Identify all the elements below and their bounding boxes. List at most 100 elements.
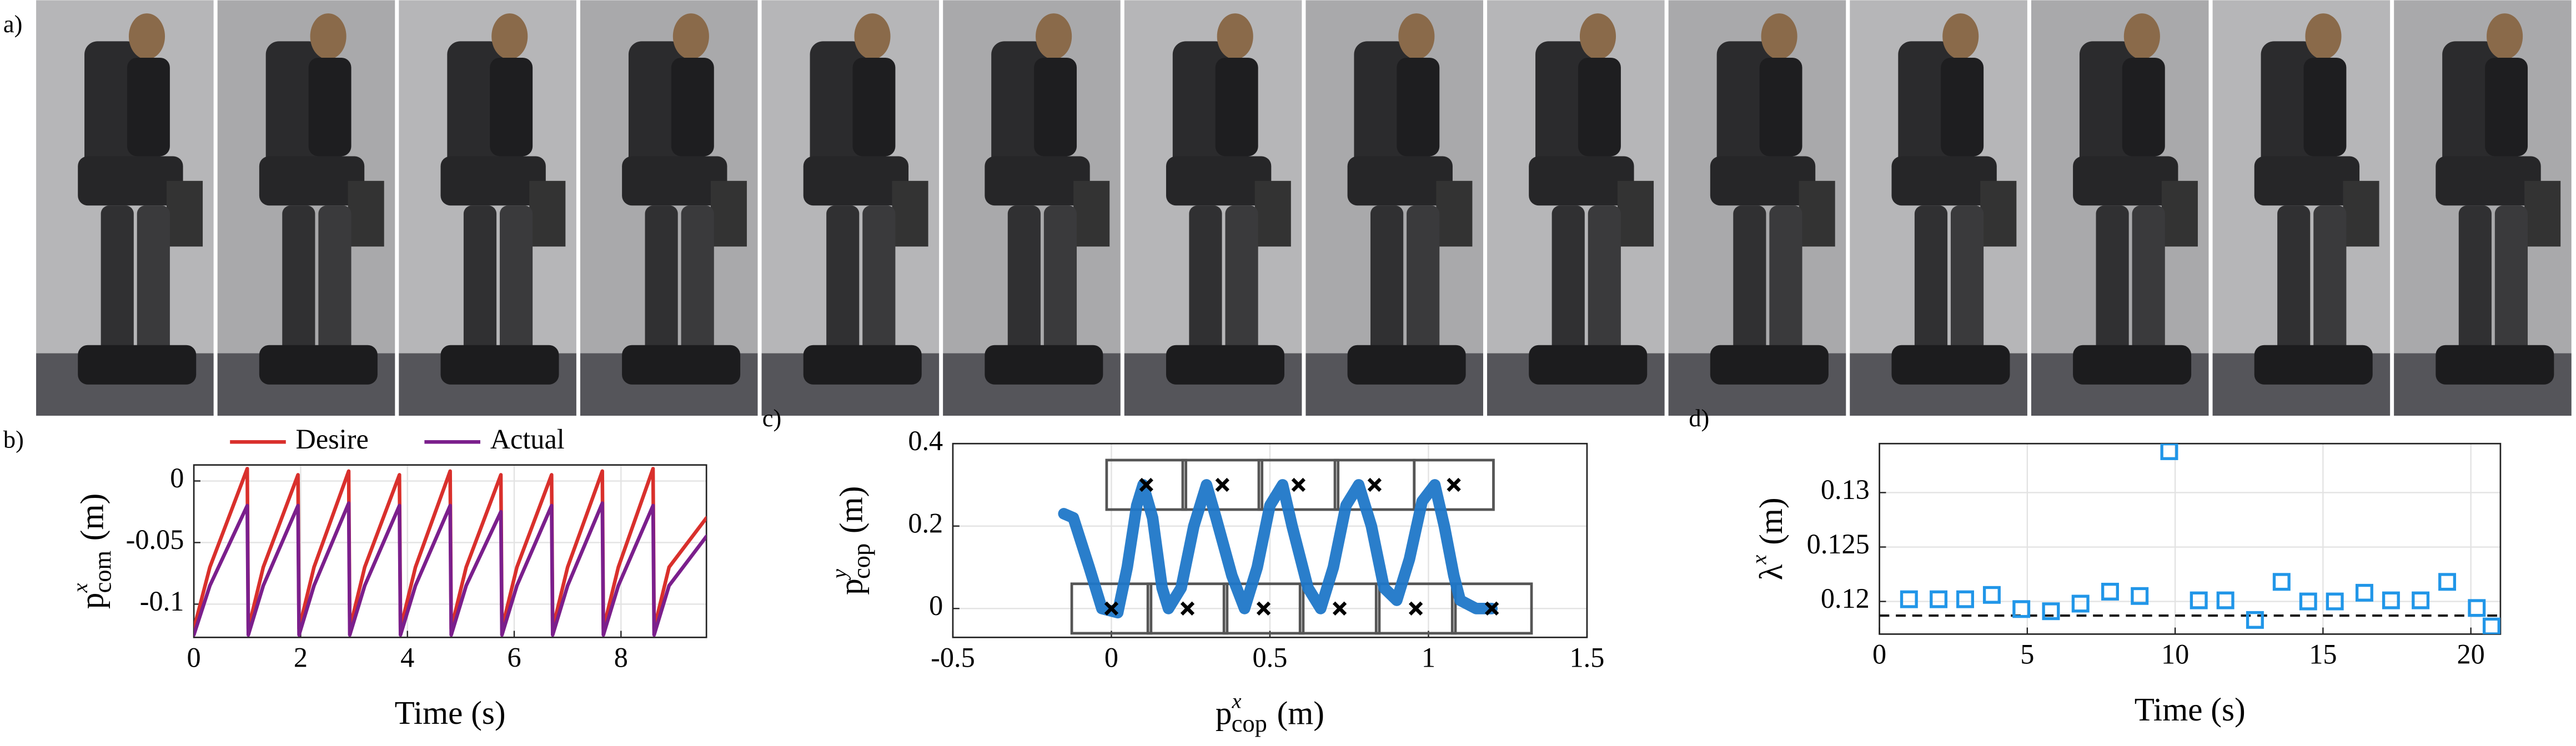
- box: [892, 180, 928, 247]
- leg-right: [862, 205, 896, 354]
- data-line: [1058, 479, 1498, 619]
- footprint: [1298, 582, 1381, 635]
- data-point: [2101, 582, 2119, 601]
- y-tick-label: 0: [170, 462, 184, 493]
- marker-cross: [1104, 601, 1119, 616]
- leg-left: [645, 205, 678, 354]
- y-tick-label: 0.2: [908, 507, 943, 538]
- head: [2487, 13, 2523, 59]
- y-tick-label: 0: [929, 590, 943, 621]
- footprint: [1222, 582, 1305, 635]
- exo-back: [1898, 41, 1954, 173]
- torso: [1034, 57, 1077, 157]
- hip: [1347, 156, 1453, 206]
- box: [2161, 180, 2198, 247]
- x-tick-label: 4: [400, 642, 414, 673]
- head: [1761, 13, 1797, 59]
- label-sub: cop: [847, 543, 875, 579]
- exo-back: [810, 41, 866, 173]
- panel-label: b): [3, 425, 24, 453]
- exo-back: [991, 41, 1047, 173]
- torso: [1941, 57, 1984, 157]
- torso: [127, 57, 170, 157]
- y-tick-label: 0.4: [908, 425, 943, 456]
- torso: [2485, 57, 2528, 157]
- leg-left: [1370, 205, 1404, 354]
- y-tick-label: 0.12: [1821, 583, 1870, 614]
- x-tick-label: 0: [1872, 638, 1886, 669]
- axis-label: px cop (m): [1216, 689, 1324, 737]
- data-point: [2299, 592, 2317, 611]
- panel-label: a): [3, 10, 22, 38]
- head: [128, 13, 165, 59]
- data-point: [2042, 602, 2060, 621]
- x-tick-label: 8: [614, 642, 628, 673]
- marker-cross: [1291, 477, 1306, 492]
- head: [2305, 13, 2342, 59]
- x-tick-label: 5: [2020, 638, 2034, 669]
- data-point: [2160, 443, 2178, 460]
- data-point: [2272, 573, 2291, 591]
- marker-cross: [1256, 601, 1271, 616]
- box: [166, 180, 203, 247]
- leg-right: [1950, 205, 1984, 354]
- box: [1254, 180, 1291, 247]
- leg-left: [1733, 205, 1766, 354]
- box: [2524, 180, 2561, 247]
- hip: [1710, 156, 1816, 206]
- label-sub: cop: [1232, 709, 1267, 737]
- footprint: [1257, 458, 1340, 511]
- leg-right: [681, 205, 714, 354]
- hip: [2436, 156, 2541, 206]
- label-sup: y: [828, 568, 851, 581]
- leg-right: [1769, 205, 1802, 354]
- label-sub: com: [89, 551, 117, 593]
- leg-left: [2096, 205, 2129, 354]
- exo-back: [1354, 41, 1410, 173]
- legend-label: Actual: [490, 424, 565, 455]
- head: [1036, 13, 1072, 59]
- x-tick-label: 10: [2161, 638, 2189, 669]
- leg-left: [1551, 205, 1585, 354]
- box: [1617, 180, 1654, 247]
- x-tick-label: 1: [1422, 642, 1435, 673]
- y-tick-label: 0.13: [1821, 474, 1870, 505]
- hip: [440, 156, 546, 206]
- data-point: [1982, 586, 2001, 604]
- data-point: [2468, 599, 2486, 617]
- feet: [259, 345, 378, 385]
- plot-area: [1879, 443, 2500, 634]
- hip: [803, 156, 909, 206]
- feet: [2073, 345, 2192, 385]
- head: [1398, 13, 1435, 59]
- leg-left: [2458, 205, 2492, 354]
- photo-strip: [36, 0, 2572, 416]
- x-tick-label: 20: [2457, 638, 2485, 669]
- exo-back: [2442, 41, 2498, 173]
- head: [491, 13, 528, 59]
- marker-cross: [1180, 601, 1195, 616]
- exo-back: [628, 41, 685, 173]
- leg-left: [2277, 205, 2311, 354]
- box: [710, 180, 747, 247]
- head: [1217, 13, 1253, 59]
- marker-cross: [1447, 477, 1461, 492]
- exo-back: [2079, 41, 2136, 173]
- leg-left: [1007, 205, 1041, 354]
- head: [1942, 13, 1979, 59]
- label-base: p: [1216, 694, 1232, 731]
- x-tick-label: 0: [187, 642, 201, 673]
- feet: [622, 345, 741, 385]
- data-point: [2482, 617, 2500, 634]
- hip: [2254, 156, 2360, 206]
- feet: [2436, 345, 2554, 385]
- torso: [2122, 57, 2165, 157]
- plot-content: [194, 467, 707, 637]
- panel-label: c): [762, 404, 781, 432]
- marker-cross: [1215, 477, 1229, 492]
- feet: [1166, 345, 1284, 385]
- data-point: [2246, 611, 2264, 629]
- hip: [622, 156, 727, 206]
- torso: [2303, 57, 2347, 157]
